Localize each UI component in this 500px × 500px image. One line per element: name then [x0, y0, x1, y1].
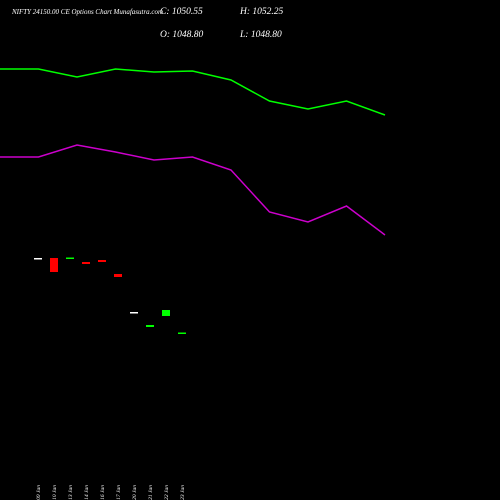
candle-body — [50, 258, 58, 272]
high-label: H: 1052.25 — [239, 7, 284, 17]
x-tick-label: 16 Jan — [100, 485, 106, 500]
x-tick-label: 13 Jan — [68, 485, 74, 500]
candle-body — [146, 325, 154, 327]
candle-body — [162, 310, 170, 316]
x-tick-label: 23 Jan — [180, 485, 186, 500]
x-tick-label: 20 Jan — [132, 485, 138, 500]
line — [0, 68, 386, 116]
close-label: C: 1050.55 — [160, 7, 203, 17]
x-tick-label: 10 Jan — [52, 485, 58, 500]
candle-body — [178, 332, 186, 334]
line — [0, 144, 386, 236]
low-label: L: 1048.80 — [239, 30, 282, 40]
candle-body — [82, 262, 90, 264]
candle-body — [66, 257, 74, 259]
candle-body — [130, 312, 138, 314]
x-tick-label: 17 Jan — [116, 485, 122, 500]
x-tick-label: 21 Jan — [148, 485, 154, 500]
x-tick-label: 14 Jan — [83, 485, 90, 500]
candle-body — [98, 260, 106, 262]
open-label: O: 1048.80 — [160, 30, 204, 40]
x-tick-label: 22 Jan — [164, 485, 170, 500]
chart-title: NIFTY 24150.00 CE Options Chart Munafasu… — [11, 8, 163, 16]
x-tick-label: 09 Jan — [36, 485, 42, 500]
candle-body — [34, 258, 42, 260]
candle-body — [114, 274, 122, 277]
